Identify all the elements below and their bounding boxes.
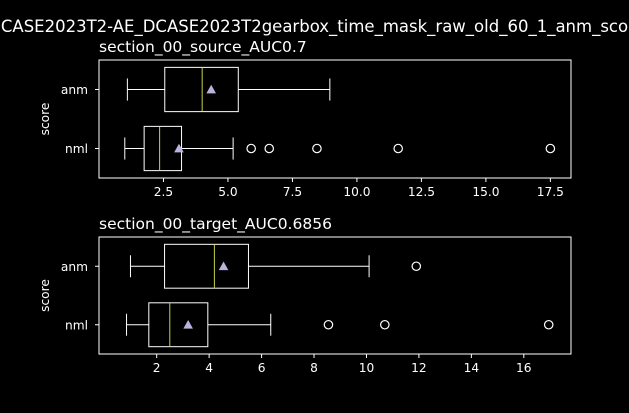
outlier-point bbox=[543, 319, 554, 330]
outlier-point bbox=[312, 143, 322, 154]
subplot-title: section_00_target_AUC0.6856 bbox=[99, 215, 332, 234]
x-tick-label: 2.5 bbox=[154, 185, 173, 199]
x-tick-label: 14 bbox=[464, 361, 480, 375]
y-axis-label: score bbox=[38, 103, 52, 136]
y-axis-label: score bbox=[38, 279, 52, 312]
box-iqr bbox=[148, 302, 209, 348]
x-tick-label: 4 bbox=[205, 361, 213, 375]
x-tick-label: 5.0 bbox=[218, 185, 237, 199]
x-tick-label: 16 bbox=[516, 361, 532, 375]
x-tick-label: 12 bbox=[411, 361, 427, 375]
outlier-point bbox=[246, 143, 256, 154]
outlier-point bbox=[411, 261, 422, 272]
x-tick-label: 6 bbox=[258, 361, 266, 375]
outlier-point bbox=[264, 143, 275, 154]
outlier-point bbox=[323, 319, 334, 330]
mean-marker bbox=[174, 143, 184, 153]
y-tick-label: nml bbox=[65, 318, 88, 332]
outlier-point bbox=[393, 143, 403, 154]
axes-frame bbox=[98, 59, 572, 179]
subplot-title: section_00_source_AUC0.7 bbox=[99, 38, 307, 57]
x-tick-label: 2 bbox=[153, 361, 161, 375]
y-tick-label: anm bbox=[61, 83, 88, 97]
axes-frame bbox=[98, 236, 572, 355]
x-tick-label: 15.0 bbox=[472, 185, 499, 199]
mean-marker bbox=[206, 84, 216, 94]
x-tick-label: 10 bbox=[359, 361, 375, 375]
outlier-point bbox=[545, 143, 556, 154]
box-nml bbox=[126, 302, 554, 348]
x-tick-label: 17.5 bbox=[537, 185, 564, 199]
x-tick-label: 12.5 bbox=[408, 185, 435, 199]
y-tick-label: nml bbox=[65, 142, 88, 156]
outlier-point bbox=[380, 319, 390, 330]
y-tick-label: anm bbox=[61, 260, 88, 274]
x-tick-label: 8 bbox=[310, 361, 318, 375]
box-nml bbox=[124, 125, 556, 172]
x-tick-label: 7.5 bbox=[283, 185, 302, 199]
box-anm bbox=[129, 243, 422, 289]
mean-marker bbox=[183, 319, 193, 329]
box-anm bbox=[126, 66, 331, 113]
x-tick-label: 10.0 bbox=[343, 185, 370, 199]
box-iqr bbox=[164, 243, 249, 289]
mean-marker bbox=[218, 261, 229, 271]
figure-suptitle: CASE2023T2-AE_DCASE2023T2gearbox_time_ma… bbox=[1, 17, 628, 37]
box-iqr bbox=[164, 66, 239, 113]
